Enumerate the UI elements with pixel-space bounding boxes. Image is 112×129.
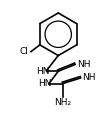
Text: NH: NH — [77, 60, 90, 69]
Text: Cl: Cl — [19, 47, 28, 56]
Text: HN: HN — [38, 79, 52, 88]
Text: HN: HN — [36, 67, 49, 76]
Text: NH: NH — [82, 73, 96, 82]
Text: NH₂: NH₂ — [54, 98, 71, 107]
